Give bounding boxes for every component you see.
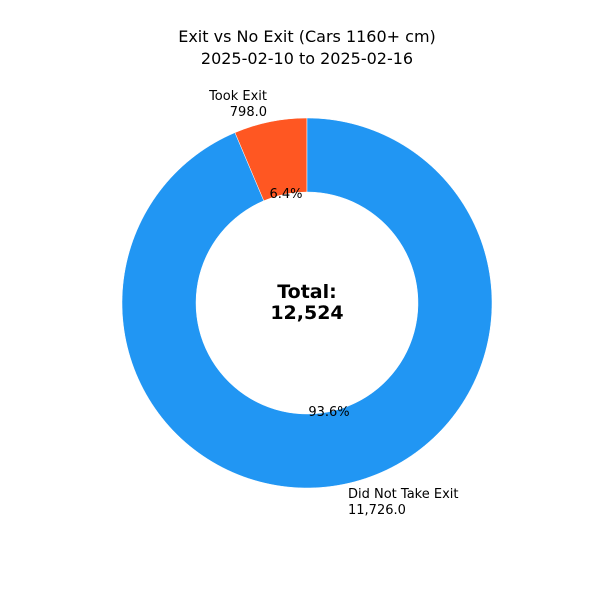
slice-label-did-not-take-exit-value: 11,726.0 [348, 503, 406, 518]
slice-label-took-exit-value: 798.0 [230, 105, 267, 120]
slice-percent-took-exit: 6.4% [269, 187, 302, 202]
center-total-value: 12,524 [270, 302, 343, 324]
center-total-label: Total: [277, 281, 337, 303]
chart-title-line1: Exit vs No Exit (Cars 1160+ cm) [178, 27, 436, 46]
slice-percent-did-not-take-exit: 93.6% [308, 405, 349, 420]
donut-slices [121, 117, 493, 489]
donut-slice-did-not-take-exit [121, 117, 493, 489]
chart-title-line2: 2025-02-10 to 2025-02-16 [201, 49, 413, 68]
slice-label-did-not-take-exit-name: Did Not Take Exit [348, 487, 458, 502]
slice-label-took-exit-name: Took Exit [208, 89, 267, 104]
